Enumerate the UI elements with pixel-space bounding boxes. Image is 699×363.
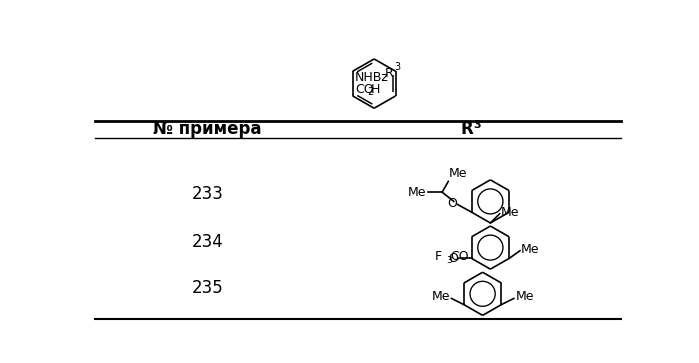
- Text: Me: Me: [521, 242, 540, 256]
- Text: CO: CO: [355, 83, 373, 96]
- Text: 233: 233: [192, 185, 224, 203]
- Text: 234: 234: [192, 233, 224, 251]
- Text: Me: Me: [449, 167, 468, 180]
- Text: NHBz: NHBz: [355, 71, 389, 84]
- Text: O: O: [447, 197, 457, 210]
- Text: Me: Me: [408, 185, 426, 199]
- Text: CO: CO: [450, 250, 468, 263]
- Text: Me: Me: [500, 206, 519, 219]
- Text: 3: 3: [394, 62, 400, 73]
- Text: 3: 3: [473, 120, 481, 130]
- Text: F: F: [435, 250, 442, 263]
- Text: 235: 235: [192, 280, 224, 297]
- Text: Me: Me: [515, 290, 534, 303]
- Text: Me: Me: [431, 290, 450, 303]
- Text: № примера: № примера: [153, 120, 261, 138]
- Text: O: O: [448, 252, 458, 265]
- Text: H: H: [371, 83, 381, 96]
- Text: R: R: [384, 67, 394, 80]
- Text: 2: 2: [368, 87, 374, 97]
- Text: R: R: [461, 120, 473, 138]
- Text: 3: 3: [446, 256, 452, 265]
